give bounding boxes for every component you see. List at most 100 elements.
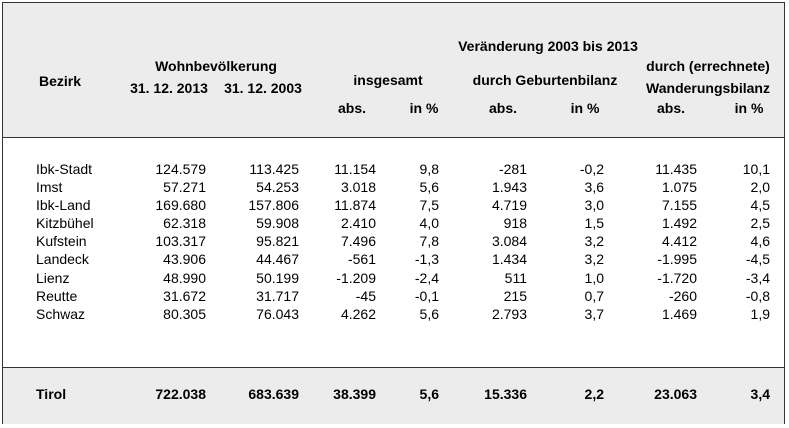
header-date-2013: 31. 12. 2013: [130, 80, 208, 96]
population-2003: 59.908: [256, 215, 299, 232]
district-name: Kitzbühel: [36, 215, 94, 232]
population-2013: 43.906: [163, 251, 206, 268]
change-pct: 9,8: [419, 161, 439, 177]
total-population-2013: 722.038: [155, 386, 206, 402]
change-pct: 5,6: [419, 305, 439, 322]
population-2013: 80.305: [163, 305, 206, 322]
migration-balance-abs: 11.435: [655, 161, 697, 177]
header-date-2003: 31. 12. 2003: [224, 80, 302, 96]
district-name: Ibk-Land: [36, 197, 91, 214]
change-pct: -0,1: [414, 287, 439, 304]
birth-balance-pct: 3,6: [584, 179, 604, 196]
change-pct: 5,6: [419, 179, 439, 196]
change-pct: -2,4: [414, 269, 439, 286]
change-abs: -1.209: [336, 269, 376, 286]
population-2003: 54.253: [256, 179, 299, 196]
table-row: Schwaz 80.305 76.043 4.262 5,6 2.793 3,7…: [3, 305, 784, 323]
population-2003: 50.199: [256, 269, 299, 286]
birth-balance-abs: 1.943: [491, 179, 527, 196]
birth-balance-pct: 3,0: [584, 197, 604, 214]
population-2013: 103.317: [155, 233, 206, 250]
change-abs: -561: [347, 251, 376, 268]
change-abs: 11.154: [334, 161, 376, 177]
population-2013: 124.579: [155, 161, 206, 177]
header-pct-geburten: in %: [570, 100, 600, 116]
population-2003: 95.821: [256, 233, 299, 250]
table-row: Ibk-Land 169.680 157.806 11.874 7,5 4.71…: [3, 196, 784, 214]
change-abs: 2.410: [340, 215, 376, 232]
header-abs-geburten: abs.: [488, 100, 518, 116]
change-pct: 7,5: [419, 197, 439, 214]
total-migration-balance-pct: 3,4: [750, 386, 770, 402]
change-pct: -1,3: [414, 251, 439, 268]
total-name: Tirol: [36, 386, 67, 402]
header-insgesamt: insgesamt: [353, 72, 423, 88]
migration-balance-abs: 7.155: [661, 197, 697, 214]
change-pct: 4,0: [419, 215, 439, 232]
table-body: Ibk-Stadt 124.579 113.425 11.154 9,8 -28…: [3, 160, 784, 323]
migration-balance-abs: 1.492: [661, 215, 697, 232]
table-row: Landeck 43.906 44.467 -561 -1,3 1.434 3,…: [3, 250, 784, 268]
birth-balance-abs: 918: [503, 215, 527, 232]
district-name: Schwaz: [36, 305, 86, 322]
migration-balance-abs: -1.720: [657, 269, 697, 286]
total-population-2003: 683.639: [248, 386, 299, 402]
header-wanderungsbilanz: Wanderungsbilanz: [646, 80, 770, 96]
district-name: Ibk-Stadt: [36, 161, 93, 177]
district-name: Landeck: [36, 251, 89, 268]
migration-balance-pct: 4,5: [750, 197, 770, 214]
birth-balance-pct: 1,0: [584, 269, 604, 286]
district-name: Lienz: [36, 269, 70, 286]
table-row: Reutte 31.672 31.717 -45 -0,1 215 0,7 -2…: [3, 287, 784, 305]
header-pct-insgesamt: in %: [409, 100, 439, 116]
header-wohnbevoelkerung: Wohnbevölkerung: [155, 58, 277, 74]
header-veraenderung: Veränderung 2003 bis 2013: [458, 38, 638, 54]
migration-balance-pct: 1,9: [750, 305, 770, 322]
district-name: Imst: [36, 179, 63, 196]
total-change-abs: 38.399: [333, 386, 376, 402]
migration-balance-abs: -260: [668, 287, 697, 304]
population-2013: 48.990: [163, 269, 206, 286]
table-footer: [3, 367, 784, 424]
header-bezirk: Bezirk: [39, 73, 82, 89]
population-2013: 57.271: [163, 179, 206, 196]
migration-balance-abs: 4.412: [661, 233, 697, 250]
birth-balance-pct: 3,2: [584, 233, 604, 250]
total-row: Tirol 722.038 683.639 38.399 5,6 15.336 …: [3, 384, 784, 404]
migration-balance-pct: 4,6: [750, 233, 770, 250]
statistics-table: Bezirk Wohnbevölkerung 31. 12. 2013 31. …: [2, 2, 785, 424]
birth-balance-abs: -281: [498, 161, 527, 177]
change-abs: 7.496: [340, 233, 376, 250]
birth-balance-abs: 3.084: [491, 233, 527, 250]
table-row: Kufstein 103.317 95.821 7.496 7,8 3.084 …: [3, 232, 784, 250]
total-birth-balance-pct: 2,2: [584, 386, 604, 402]
header-geburtenbilanz: durch Geburtenbilanz: [472, 72, 618, 88]
table-row: Ibk-Stadt 124.579 113.425 11.154 9,8 -28…: [3, 160, 784, 178]
population-2013: 62.318: [163, 215, 206, 232]
district-name: Kufstein: [36, 233, 87, 250]
total-birth-balance-abs: 15.336: [484, 386, 527, 402]
total-migration-balance-abs: 23.063: [654, 386, 697, 402]
migration-balance-abs: 1.469: [661, 305, 697, 322]
change-abs: -45: [355, 287, 376, 304]
birth-balance-pct: -0,2: [579, 161, 604, 177]
birth-balance-pct: 3,7: [584, 305, 604, 322]
migration-balance-pct: -0,8: [745, 287, 770, 304]
header-errechnete: durch (errechnete): [646, 58, 770, 74]
birth-balance-abs: 511: [504, 269, 527, 286]
change-abs: 3.018: [340, 179, 376, 196]
table-row: Imst 57.271 54.253 3.018 5,6 1.943 3,6 1…: [3, 178, 784, 196]
migration-balance-pct: 10,1: [742, 161, 770, 177]
migration-balance-pct: -4,5: [745, 251, 770, 268]
population-2013: 31.672: [163, 287, 206, 304]
migration-balance-abs: 1.075: [661, 179, 697, 196]
migration-balance-pct: 2,0: [750, 179, 770, 196]
total-change-pct: 5,6: [419, 386, 439, 402]
birth-balance-abs: 2.793: [491, 305, 527, 322]
table-row: Lienz 48.990 50.199 -1.209 -2,4 511 1,0 …: [3, 269, 784, 287]
birth-balance-abs: 4.719: [491, 197, 527, 214]
migration-balance-pct: -3,4: [745, 269, 770, 286]
change-pct: 7,8: [419, 233, 439, 250]
district-name: Reutte: [36, 287, 78, 304]
header-abs-insgesamt: abs.: [337, 100, 367, 116]
